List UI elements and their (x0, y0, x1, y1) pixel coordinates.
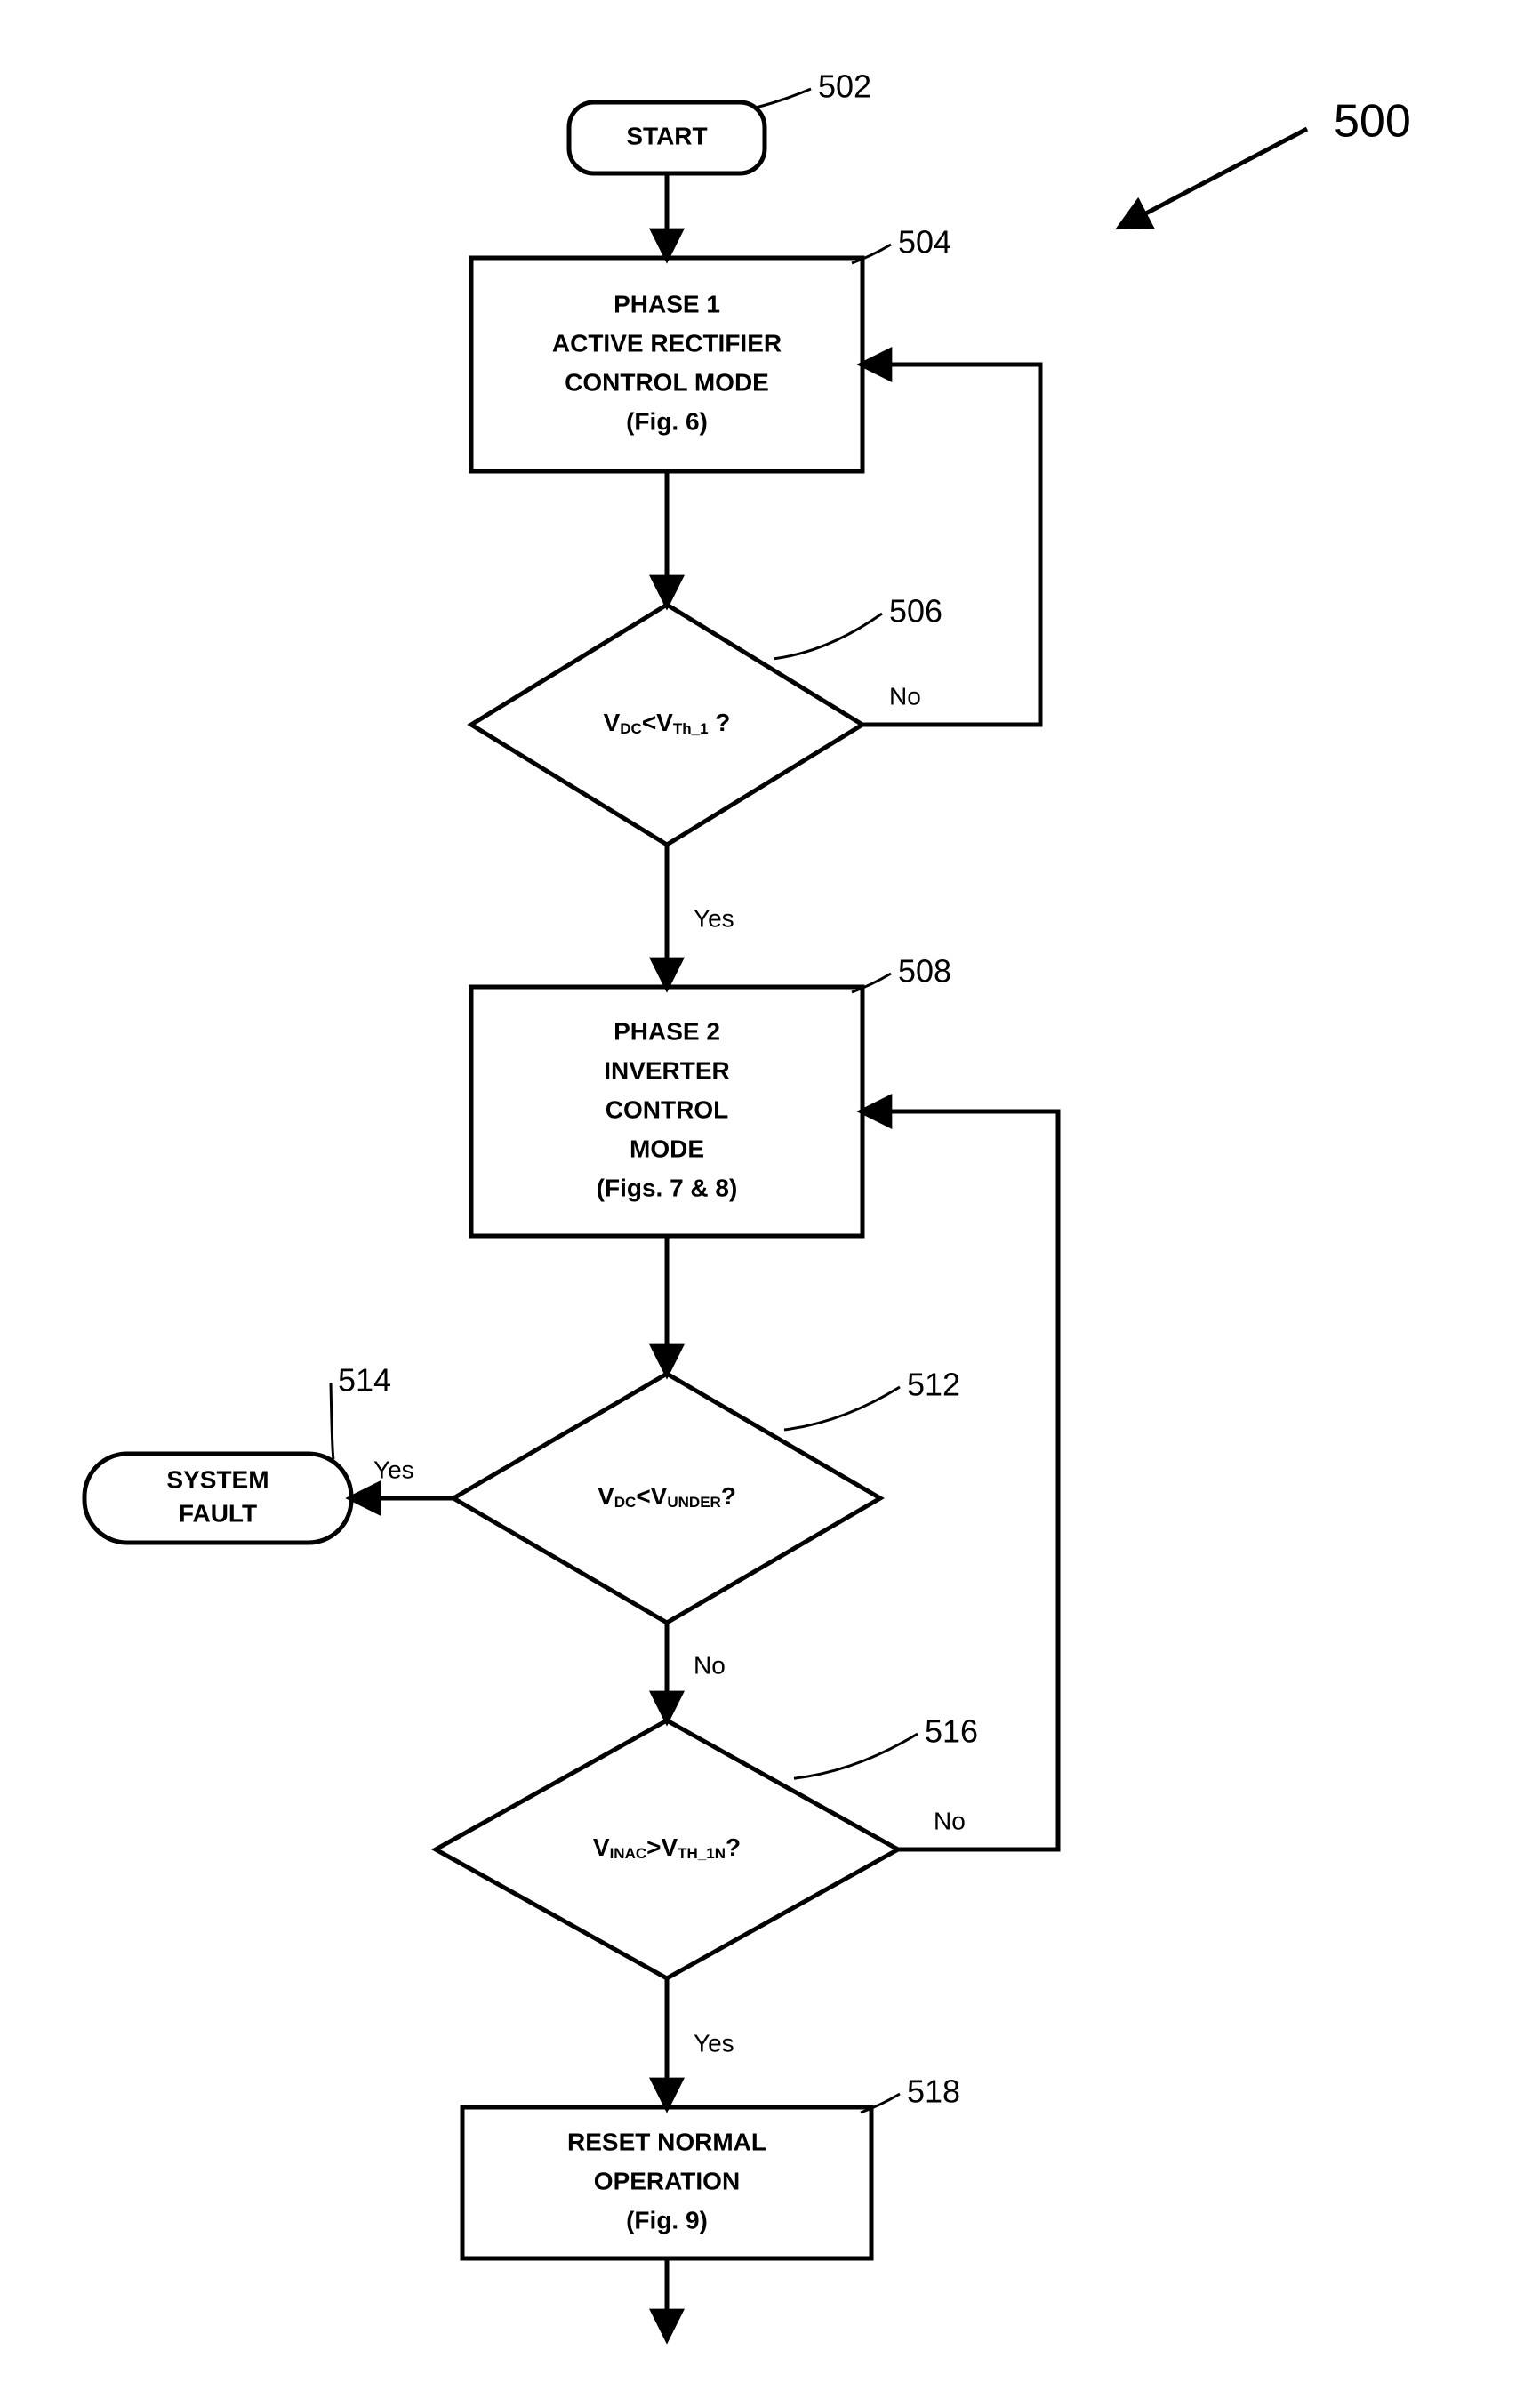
svg-text:506: 506 (889, 593, 942, 630)
svg-text:INVERTER: INVERTER (604, 1056, 730, 1084)
svg-text:Yes: Yes (373, 1456, 414, 1483)
svg-text:Yes: Yes (694, 2029, 734, 2057)
svg-text:PHASE 2: PHASE 2 (614, 1017, 720, 1045)
svg-text:VDC<VTh_1 ?: VDC<VTh_1 ? (604, 709, 731, 736)
svg-text:512: 512 (907, 1367, 960, 1403)
edge (862, 365, 1040, 725)
svg-text:No: No (694, 1651, 726, 1679)
svg-text:VDC<VUNDER?: VDC<VUNDER? (598, 1482, 736, 1510)
svg-text:CONTROL MODE: CONTROL MODE (565, 368, 769, 396)
svg-text:VINAC>VTH_1N?: VINAC>VTH_1N? (593, 1833, 741, 1861)
svg-text:MODE: MODE (630, 1135, 704, 1162)
svg-text:OPERATION: OPERATION (594, 2167, 740, 2194)
svg-text:Yes: Yes (694, 904, 734, 932)
svg-text:(Fig. 6): (Fig. 6) (626, 407, 708, 435)
svg-text:START: START (626, 122, 707, 149)
svg-text:FAULT: FAULT (179, 1499, 257, 1527)
svg-text:514: 514 (338, 1362, 391, 1399)
svg-text:518: 518 (907, 2073, 960, 2110)
svg-text:No: No (934, 1807, 966, 1834)
svg-text:(Fig. 9): (Fig. 9) (626, 2206, 708, 2234)
svg-text:504: 504 (898, 224, 951, 261)
svg-text:CONTROL: CONTROL (606, 1095, 728, 1123)
svg-text:RESET NORMAL: RESET NORMAL (567, 2128, 766, 2155)
svg-text:502: 502 (818, 68, 871, 105)
svg-text:SYSTEM: SYSTEM (166, 1465, 269, 1493)
svg-text:500: 500 (1334, 96, 1411, 148)
svg-text:ACTIVE RECTIFIER: ACTIVE RECTIFIER (552, 329, 782, 357)
svg-text:516: 516 (925, 1713, 978, 1750)
svg-text:PHASE 1: PHASE 1 (614, 290, 720, 317)
svg-text:(Figs. 7 & 8): (Figs. 7 & 8) (597, 1174, 738, 1201)
svg-text:508: 508 (898, 953, 951, 990)
svg-text:No: No (889, 682, 921, 710)
figure-ref-arrow (1120, 129, 1307, 227)
flowchart: START 502 PHASE 1 ACTIVE RECTIFIER CONTROL M… (0, 0, 1540, 2398)
